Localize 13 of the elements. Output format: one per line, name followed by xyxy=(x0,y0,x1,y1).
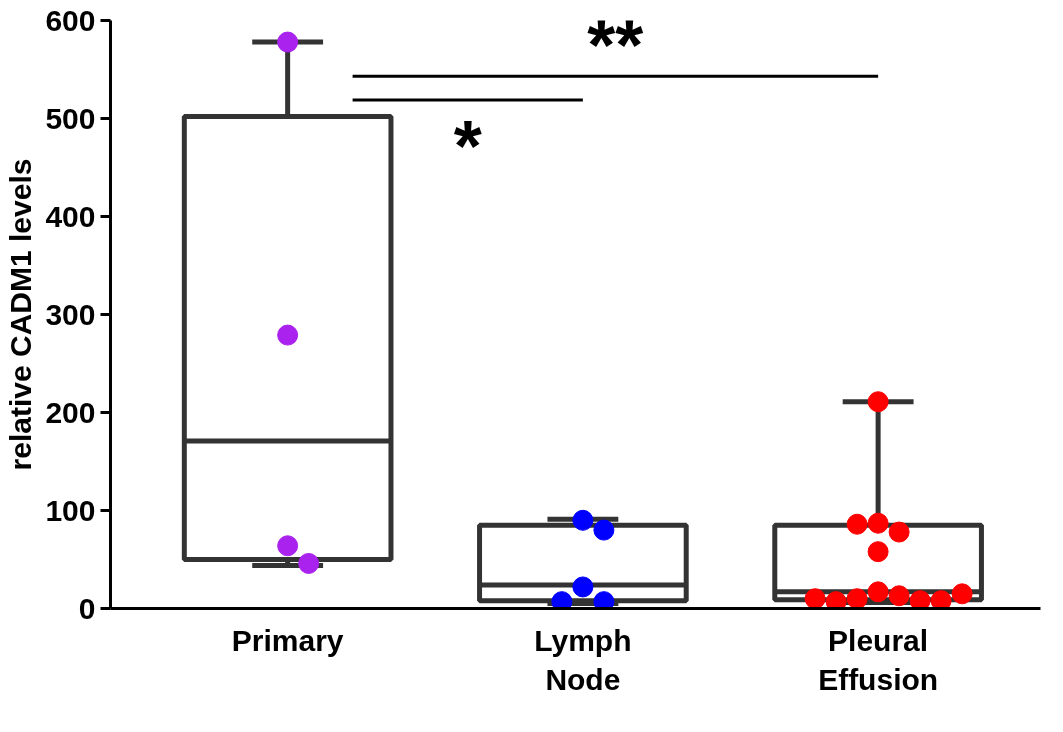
y-tick-label: 100 xyxy=(45,493,96,527)
y-tick-label: 600 xyxy=(45,3,96,37)
x-tick-label: Lymph Node xyxy=(534,623,632,697)
annotation: * xyxy=(453,105,482,186)
annotation: ** xyxy=(587,5,644,86)
x-tick-label: Primary xyxy=(231,623,344,657)
y-tick-label: 200 xyxy=(45,395,96,429)
x-tick-label: Pleural Effusion xyxy=(818,623,939,697)
y-tick-label: 500 xyxy=(45,101,96,135)
y-tick-label: 0 xyxy=(78,591,96,625)
y-axis-title: relative CADM1 levels xyxy=(4,158,38,471)
y-tick-label: 400 xyxy=(45,199,96,233)
y-tick-label: 300 xyxy=(45,297,96,331)
